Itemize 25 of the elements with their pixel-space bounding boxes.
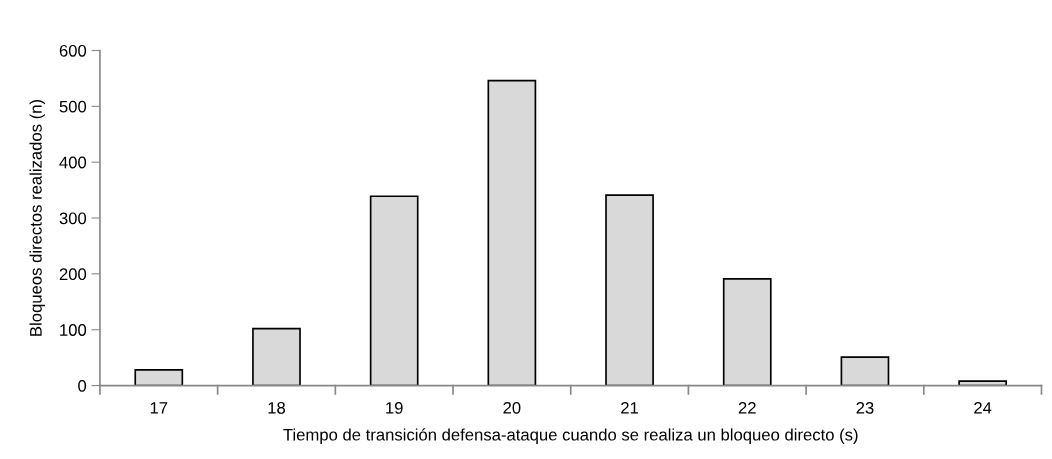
bar — [369, 195, 419, 386]
y-axis-title: Bloqueos directos realizados (n) — [29, 100, 46, 336]
x-tick-label: 21 — [621, 401, 639, 414]
y-tick-label: 500 — [59, 100, 87, 113]
bar — [840, 356, 890, 386]
y-tick-label: 300 — [59, 212, 87, 225]
x-tick-label: 19 — [386, 401, 403, 414]
x-tick-label: 17 — [150, 402, 168, 414]
bar — [252, 327, 301, 386]
bar — [722, 278, 772, 386]
bar — [134, 369, 184, 386]
y-tick-label: 0 — [78, 379, 87, 392]
y-tick-label: 600 — [59, 44, 87, 57]
bar — [487, 79, 537, 386]
y-tick-label: 100 — [60, 324, 87, 336]
y-tick-label: 200 — [59, 268, 87, 281]
x-tick-label: 23 — [856, 401, 874, 414]
x-tick-label: 18 — [268, 401, 286, 414]
x-tick-label: 24 — [974, 401, 992, 414]
x-tick-label: 20 — [503, 401, 521, 414]
x-tick-label: 22 — [738, 401, 756, 414]
y-tick-label: 400 — [59, 156, 87, 169]
bar — [958, 380, 1008, 386]
x-axis-title: Tiempo de transición defensa-ataque cuando se realiza un bloqueo directo (s) — [283, 428, 858, 444]
bar — [605, 194, 654, 386]
